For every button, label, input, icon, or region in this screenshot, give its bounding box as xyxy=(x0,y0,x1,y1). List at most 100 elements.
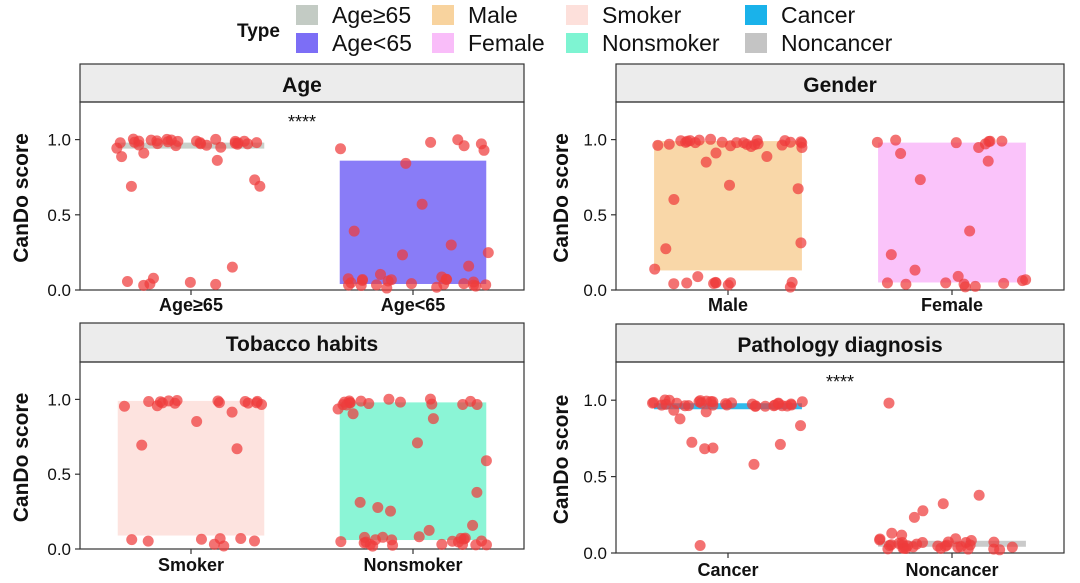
data-point xyxy=(982,155,994,167)
x-tick-label-male: Male xyxy=(708,295,748,315)
data-point xyxy=(786,276,798,288)
y-tick-label: 0.0 xyxy=(47,281,71,300)
data-point xyxy=(939,540,951,552)
data-point xyxy=(208,538,220,550)
data-point xyxy=(151,138,163,150)
data-point xyxy=(784,136,796,148)
data-point xyxy=(656,399,668,411)
data-point xyxy=(416,198,428,210)
plot-area xyxy=(79,101,525,291)
legend-swatch xyxy=(745,5,767,25)
data-point xyxy=(458,533,470,545)
data-point xyxy=(248,535,260,547)
legend-label: Age<65 xyxy=(332,30,412,56)
data-point xyxy=(436,538,448,550)
data-point xyxy=(958,278,970,290)
data-point xyxy=(686,436,698,448)
y-tick-label: 0.0 xyxy=(47,540,71,559)
data-point xyxy=(463,260,475,272)
data-point xyxy=(138,279,150,291)
data-point xyxy=(229,137,241,149)
data-point xyxy=(384,505,396,517)
data-point xyxy=(694,540,706,552)
data-point xyxy=(890,134,902,146)
data-point xyxy=(668,278,680,290)
data-point xyxy=(795,420,807,432)
data-point xyxy=(471,398,483,410)
data-point xyxy=(375,268,387,280)
data-point xyxy=(996,135,1008,147)
data-point xyxy=(900,278,912,290)
data-point xyxy=(680,136,692,148)
data-point xyxy=(674,413,686,425)
data-point xyxy=(413,531,425,543)
legend-item-agelt65: Age<65 xyxy=(296,30,412,56)
legend-label: Noncancer xyxy=(781,30,893,56)
data-point xyxy=(372,501,384,513)
data-point xyxy=(699,443,711,455)
data-point xyxy=(480,279,492,291)
data-point xyxy=(151,400,163,412)
x-tick-label-female: Female xyxy=(921,295,983,315)
data-point xyxy=(1006,541,1018,553)
data-point xyxy=(909,264,921,276)
panel-title: Gender xyxy=(803,74,877,97)
data-point xyxy=(950,137,962,149)
data-point xyxy=(476,535,488,547)
data-point xyxy=(705,133,717,145)
data-point xyxy=(668,404,680,416)
data-point xyxy=(121,275,133,287)
data-point xyxy=(795,237,807,249)
box-smoker xyxy=(117,400,265,536)
data-point xyxy=(478,144,490,156)
data-point xyxy=(431,281,443,293)
y-tick-label: 0.0 xyxy=(583,281,607,300)
x-tick-label-nonsmoker: Nonsmoker xyxy=(363,555,462,575)
data-point xyxy=(212,395,224,407)
data-point xyxy=(874,534,886,546)
box-male xyxy=(654,141,802,271)
data-point xyxy=(254,180,266,192)
data-point xyxy=(663,138,675,150)
data-point xyxy=(973,142,985,154)
legend-item-nonsmoker: Nonsmoker xyxy=(566,30,720,56)
y-tick-label: 0.5 xyxy=(47,206,71,225)
data-point xyxy=(427,413,439,425)
data-point xyxy=(396,249,408,261)
y-tick-label: 0.0 xyxy=(583,544,607,563)
data-point xyxy=(411,437,423,449)
data-point xyxy=(426,398,438,410)
data-point xyxy=(774,438,786,450)
y-tick-label: 1.0 xyxy=(47,390,71,409)
data-point xyxy=(720,398,732,410)
data-point xyxy=(126,534,138,546)
panel-strip xyxy=(79,322,525,363)
chart-legend: Type Age≥65 Male Smoker Cancer Age<65 Female N… xyxy=(237,2,893,56)
data-point xyxy=(716,136,728,148)
data-point xyxy=(142,535,154,547)
data-point xyxy=(886,527,898,539)
data-point xyxy=(116,151,128,163)
data-point xyxy=(348,225,360,237)
data-point xyxy=(143,396,155,408)
data-point xyxy=(400,157,412,169)
legend-item-noncancer: Noncancer xyxy=(745,30,893,56)
y-axis-label: CanDo score xyxy=(550,133,573,263)
legend-swatch xyxy=(432,5,454,25)
panel-gender: Gender 0.0 0.5 1.0 CanDo score Male Female xyxy=(550,63,1065,315)
y-tick-label: 0.5 xyxy=(583,468,607,487)
legend-swatch xyxy=(432,33,454,53)
legend-label: Nonsmoker xyxy=(602,30,720,56)
data-point xyxy=(251,137,263,149)
data-point xyxy=(693,134,705,146)
legend-swatch xyxy=(745,33,767,53)
data-point xyxy=(256,398,268,410)
data-point xyxy=(725,277,737,289)
data-point xyxy=(652,139,664,151)
data-point xyxy=(446,535,458,547)
data-point xyxy=(355,279,367,291)
data-point xyxy=(364,538,376,550)
data-point xyxy=(940,277,952,289)
data-point xyxy=(347,408,359,420)
panel-title: Age xyxy=(282,74,322,97)
